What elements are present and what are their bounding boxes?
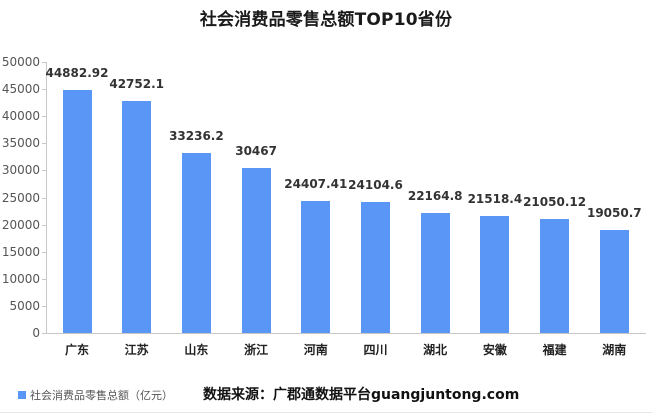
chart-title: 社会消费品零售总额TOP10省份 xyxy=(199,10,453,30)
y-tick-mark xyxy=(42,251,46,253)
bar-value-label: 21518.4 xyxy=(467,192,523,207)
x-tick-label: 浙江 xyxy=(244,343,269,357)
y-tick-label: 40000 xyxy=(1,109,40,124)
x-tick-label: 福建 xyxy=(542,343,567,357)
bar-value-label: 42752.1 xyxy=(109,77,165,92)
y-tick-mark xyxy=(42,224,46,226)
y-tick-label: 25000 xyxy=(1,190,40,205)
bar-value-label: 33236.2 xyxy=(169,128,224,143)
bar[interactable] xyxy=(181,152,211,333)
x-tick-label: 江苏 xyxy=(124,343,149,357)
x-tick-label: 湖北 xyxy=(423,343,448,357)
x-tick-label: 四川 xyxy=(363,343,388,357)
y-tick-label: 10000 xyxy=(1,271,40,286)
bar[interactable] xyxy=(301,200,331,333)
y-tick-mark xyxy=(42,116,46,118)
bar[interactable] xyxy=(361,202,390,333)
x-tick-label: 广东 xyxy=(64,343,89,357)
x-tick-label: 安徽 xyxy=(482,343,507,357)
y-tick-mark xyxy=(42,305,46,307)
y-tick-mark xyxy=(42,278,46,280)
x-tick-label: 河南 xyxy=(303,343,328,357)
y-tick-label: 0 xyxy=(32,326,40,340)
bar-value-label: 21050.12 xyxy=(523,194,587,209)
bar[interactable] xyxy=(241,167,271,333)
y-tick-mark xyxy=(42,89,46,91)
bar-value-label: 19050.7 xyxy=(586,205,642,220)
y-tick-label: 15000 xyxy=(1,244,40,259)
y-tick-label: 20000 xyxy=(1,217,40,232)
y-tick-mark xyxy=(42,143,46,145)
y-axis xyxy=(46,62,47,333)
y-tick-label: 50000 xyxy=(1,55,40,69)
y-tick-label: 5000 xyxy=(9,298,40,313)
bar-value-label: 24407.41 xyxy=(284,176,348,191)
legend-label: 社会消费品零售总额（亿元） xyxy=(30,389,173,402)
y-tick-mark xyxy=(42,170,46,172)
bar-value-label: 24104.6 xyxy=(348,178,403,193)
legend: 社会消费品零售总额（亿元） xyxy=(18,387,173,403)
bar[interactable] xyxy=(420,212,450,333)
y-tick-label: 45000 xyxy=(1,82,40,97)
x-tick-label: 山东 xyxy=(184,343,209,357)
x-tick-label: 湖南 xyxy=(602,343,627,357)
data-source-annotation: 数据来源：广郡通数据平台guangjuntong.com xyxy=(203,387,520,403)
y-tick-label: 30000 xyxy=(1,163,40,178)
divider xyxy=(0,412,652,413)
bar[interactable] xyxy=(62,89,92,333)
y-tick-mark xyxy=(42,197,46,199)
bar-value-label: 44882.92 xyxy=(45,65,109,80)
y-tick-mark xyxy=(42,333,46,334)
bar-value-label: 30467 xyxy=(235,143,277,158)
y-tick-mark xyxy=(42,62,46,63)
y-tick-label: 35000 xyxy=(1,136,40,151)
legend-swatch-icon xyxy=(18,391,26,399)
bar[interactable] xyxy=(540,218,570,333)
bar[interactable] xyxy=(480,216,510,333)
bar-value-label: 22164.8 xyxy=(407,188,463,203)
bar[interactable] xyxy=(599,229,629,333)
bar[interactable] xyxy=(122,101,152,333)
x-axis xyxy=(46,333,646,334)
